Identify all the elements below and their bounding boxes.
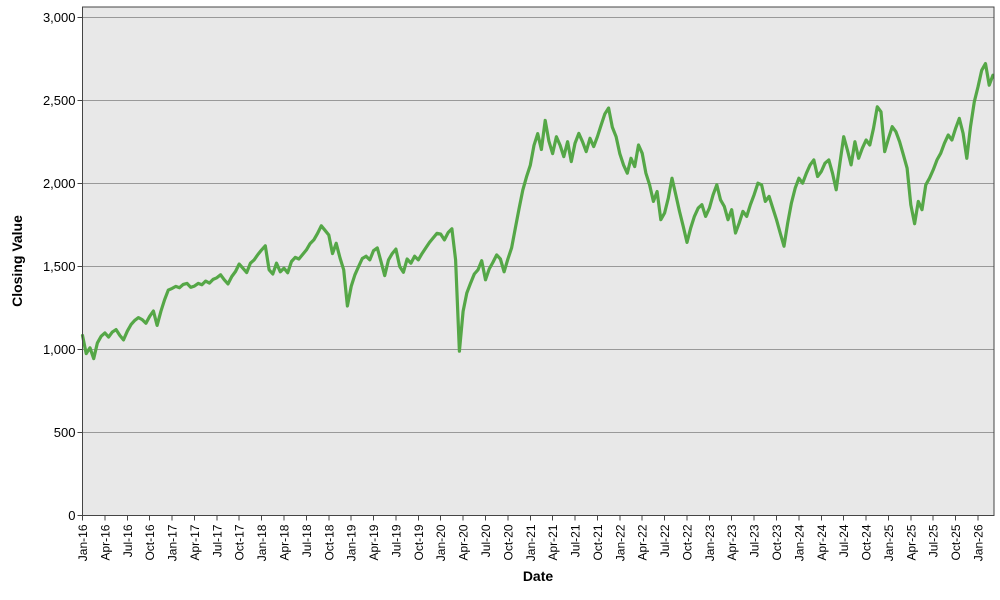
x-tick-label: Jan-20 [434,524,448,561]
x-tick-label: Jan-18 [255,524,269,561]
x-tick-label: Jul-24 [837,524,851,557]
x-tick-label: Apr-22 [636,524,650,560]
x-tick-label: Apr-20 [457,524,471,560]
x-tick-label: Jul-25 [927,524,941,557]
x-tick-label: Apr-21 [546,524,560,560]
x-tick-label: Jul-19 [389,524,403,557]
x-tick-label: Apr-16 [98,524,112,560]
x-tick-label: Apr-17 [188,524,202,560]
x-tick-label: Oct-24 [860,524,874,560]
x-tick-label: Jul-21 [569,524,583,557]
x-tick-label: Oct-16 [143,524,157,560]
x-tick-label: Apr-24 [815,524,829,560]
y-tick-label: 2,500 [43,93,76,108]
x-tick-label: Jul-18 [300,524,314,557]
x-tick-label: Jul-20 [479,524,493,557]
x-tick-label: Jan-16 [76,524,90,561]
x-tick-label: Oct-21 [591,524,605,560]
series-line-closing-value [80,61,995,361]
x-tick-label: Oct-23 [770,524,784,560]
x-tick-label: Jan-21 [524,524,538,561]
x-tick-label: Apr-25 [904,524,918,560]
y-tick-label: 3,000 [43,10,76,25]
y-tick-label: 0 [68,508,75,523]
x-tick-label: Apr-19 [367,524,381,560]
x-tick-label: Jan-24 [792,524,806,561]
x-tick-label: Oct-22 [680,524,694,560]
y-tick-label: 1,500 [43,259,76,274]
x-tick-label: Apr-23 [725,524,739,560]
x-tick-label: Jan-26 [972,524,986,561]
x-tick-label: Apr-18 [277,524,291,560]
x-tick-label: Jul-22 [658,524,672,557]
x-tick-label: Jul-16 [121,524,135,557]
y-tick-label: 2,000 [43,176,76,191]
x-tick-label: Oct-25 [949,524,963,560]
y-tick-label: 1,000 [43,342,76,357]
x-tick-label: Jan-17 [166,524,180,561]
x-tick-label: Oct-19 [412,524,426,560]
x-tick-label: Jul-23 [748,524,762,557]
plot-frame [81,6,995,517]
plot-area: 0 500 1,000 1,500 2,000 2,500 3,000 Jan-16 Apr-1… [43,6,995,561]
x-tick-label: Jan-19 [345,524,359,561]
x-axis-title: Date [523,568,554,584]
y-axis-title: Closing Value [9,215,25,307]
x-tick-label: Jul-17 [210,524,224,557]
x-tick-label: Oct-17 [233,524,247,560]
x-tick-label: Jan-23 [703,524,717,561]
x-tick-label: Jan-25 [882,524,896,561]
y-tick-label: 500 [54,425,76,440]
x-tick-label: Oct-20 [501,524,515,560]
plot-background [82,7,994,516]
x-tick-label: Oct-18 [322,524,336,560]
x-tick-label: Jan-22 [613,524,627,561]
